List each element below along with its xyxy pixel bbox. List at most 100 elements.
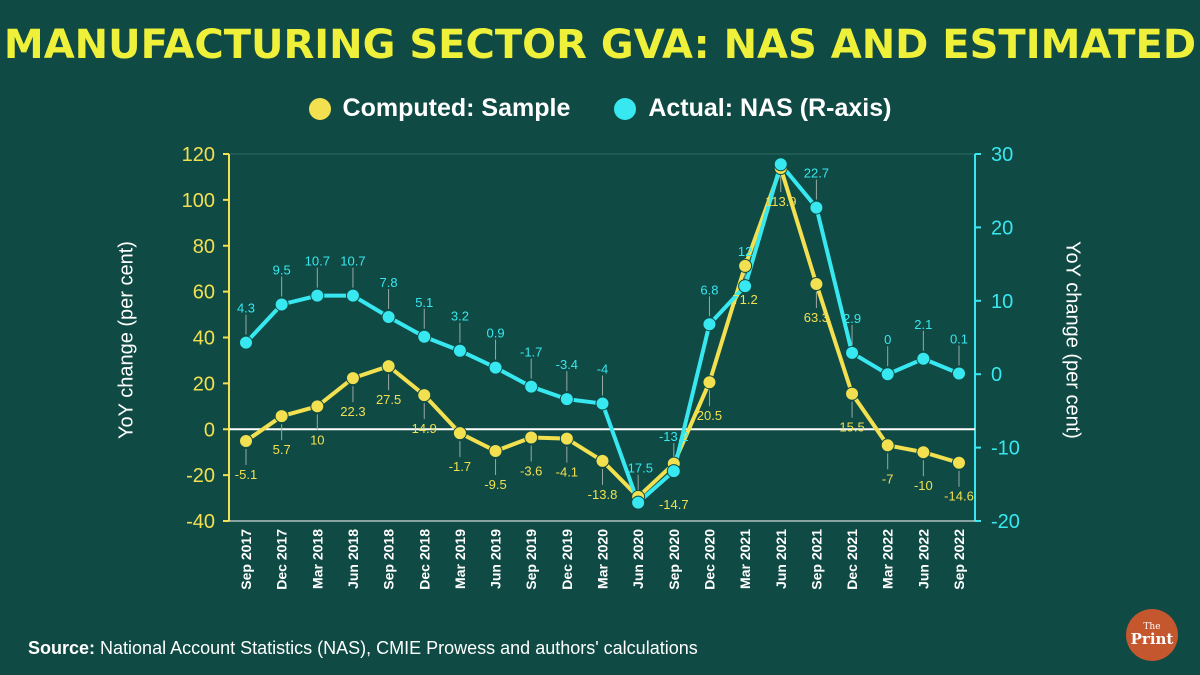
data-point-computed [345, 371, 360, 386]
data-label-actual: 12 [738, 244, 752, 259]
data-label-actual: 5.1 [415, 295, 433, 310]
x-tick-label: Mar 2019 [452, 529, 468, 589]
y-left-tick-label: -20 [186, 465, 215, 487]
x-tick-label: Dec 2019 [559, 529, 575, 590]
y-right-tick-label: -10 [991, 438, 1020, 460]
y-left-tick-label: 20 [193, 373, 215, 395]
data-point-computed [381, 359, 396, 374]
data-label-actual: 0.1 [950, 331, 968, 346]
data-label-actual: -17.5 [623, 461, 653, 476]
data-label-computed: 15.5 [839, 420, 864, 435]
logo-line1: The [1143, 622, 1161, 632]
y-left-tick-label: 100 [182, 190, 215, 212]
data-point-computed [880, 438, 895, 453]
data-label-computed: -3.6 [520, 464, 542, 479]
data-point-actual [452, 343, 467, 358]
source-text: National Account Statistics (NAS), CMIE … [95, 638, 698, 658]
chart-title: MANUFACTURING SECTOR GVA: NAS AND ESTIMA… [3, 22, 1197, 68]
data-label-actual: 7.8 [380, 275, 398, 290]
data-label-computed: -10 [914, 478, 933, 493]
data-point-computed [845, 386, 860, 401]
data-point-actual [310, 288, 325, 303]
y-left-tick-label: 40 [193, 328, 215, 350]
x-tick-label: Jun 2022 [915, 529, 931, 589]
data-label-actual: 0.9 [487, 326, 505, 341]
data-label-computed: 22.3 [340, 404, 365, 419]
data-label-actual: -13.2 [659, 429, 689, 444]
data-label-computed: 27.5 [376, 392, 401, 407]
data-point-actual [738, 279, 753, 294]
data-point-computed [524, 430, 539, 445]
data-point-actual [381, 309, 396, 324]
data-point-computed [452, 426, 467, 441]
data-label-computed: 63.3 [804, 310, 829, 325]
data-label-computed: -5.1 [235, 467, 257, 482]
x-tick-label: Jun 2019 [488, 529, 504, 589]
source-prefix: Source: [28, 638, 96, 658]
data-label-computed: -4.1 [556, 465, 578, 480]
y-left-tick-label: -40 [186, 511, 215, 533]
data-point-actual [274, 297, 289, 312]
data-point-actual [345, 288, 360, 303]
x-tick-label: Jun 2018 [345, 529, 361, 589]
data-point-actual [845, 345, 860, 360]
data-point-computed [702, 375, 717, 390]
data-point-actual [631, 495, 646, 510]
data-point-actual [559, 392, 574, 407]
data-point-computed [916, 445, 931, 460]
data-label-actual: 3.2 [451, 309, 469, 324]
data-label-actual: 0 [884, 332, 891, 347]
legend-label-actual: Actual: NAS (R-axis) [648, 94, 892, 122]
x-tick-label: Jun 2021 [773, 529, 789, 589]
x-tick-label: Mar 2021 [737, 529, 753, 589]
theprint-logo: The Print [1126, 609, 1178, 661]
data-label-computed: 10 [310, 432, 324, 447]
data-label-computed: 113.9 [765, 194, 797, 209]
x-tick-label: Dec 2018 [416, 529, 432, 590]
data-label-computed: -13.8 [588, 487, 618, 502]
x-tick-label: Mar 2020 [595, 529, 611, 589]
data-point-computed [417, 388, 432, 403]
y-right-tick-label: 0 [991, 364, 1002, 386]
x-tick-label: Sep 2017 [238, 529, 254, 590]
data-point-actual [809, 200, 824, 215]
data-point-actual [524, 379, 539, 394]
x-tick-label: Sep 2019 [523, 529, 539, 590]
data-label-computed: 71.2 [732, 292, 757, 307]
data-label-computed: -9.5 [484, 477, 506, 492]
data-label-actual: 9.5 [273, 262, 291, 277]
data-label-computed-extra: -14.7 [659, 497, 689, 512]
data-point-actual [773, 157, 788, 172]
data-label-computed: -7 [882, 471, 894, 486]
data-label-actual: 6.8 [700, 282, 718, 297]
y-left-tick-label: 80 [193, 236, 215, 258]
data-label-actual: -3.4 [556, 357, 578, 372]
source-note: Source: National Account Statistics (NAS… [28, 638, 698, 659]
data-label-actual: 4.3 [237, 301, 255, 316]
data-point-actual [666, 464, 681, 479]
x-tick-label: Sep 2022 [951, 529, 967, 590]
data-point-computed [274, 409, 289, 424]
legend-label-computed: Computed: Sample [342, 94, 571, 122]
legend-marker-computed [308, 97, 331, 120]
data-point-actual [488, 360, 503, 375]
data-point-computed [952, 455, 966, 470]
data-point-computed [239, 433, 253, 448]
data-point-computed [595, 453, 610, 468]
x-tick-label: Mar 2018 [309, 529, 325, 589]
x-tick-label: Sep 2018 [381, 529, 397, 590]
data-point-actual [595, 396, 610, 411]
data-label-computed: 5.7 [273, 442, 291, 457]
legend: Computed: Sample Actual: NAS (R-axis) [0, 94, 1200, 123]
x-tick-label: Sep 2021 [808, 529, 824, 590]
y-right-tick-label: 10 [991, 291, 1013, 313]
legend-marker-actual [614, 97, 637, 120]
data-point-computed [559, 431, 574, 446]
data-label-computed: -14.6 [944, 489, 974, 504]
data-point-actual [880, 367, 895, 382]
y-right-tick-label: -20 [991, 511, 1020, 533]
x-tick-label: Mar 2022 [880, 529, 896, 589]
y-left-tick-label: 120 [182, 144, 215, 166]
data-point-computed [488, 444, 503, 459]
